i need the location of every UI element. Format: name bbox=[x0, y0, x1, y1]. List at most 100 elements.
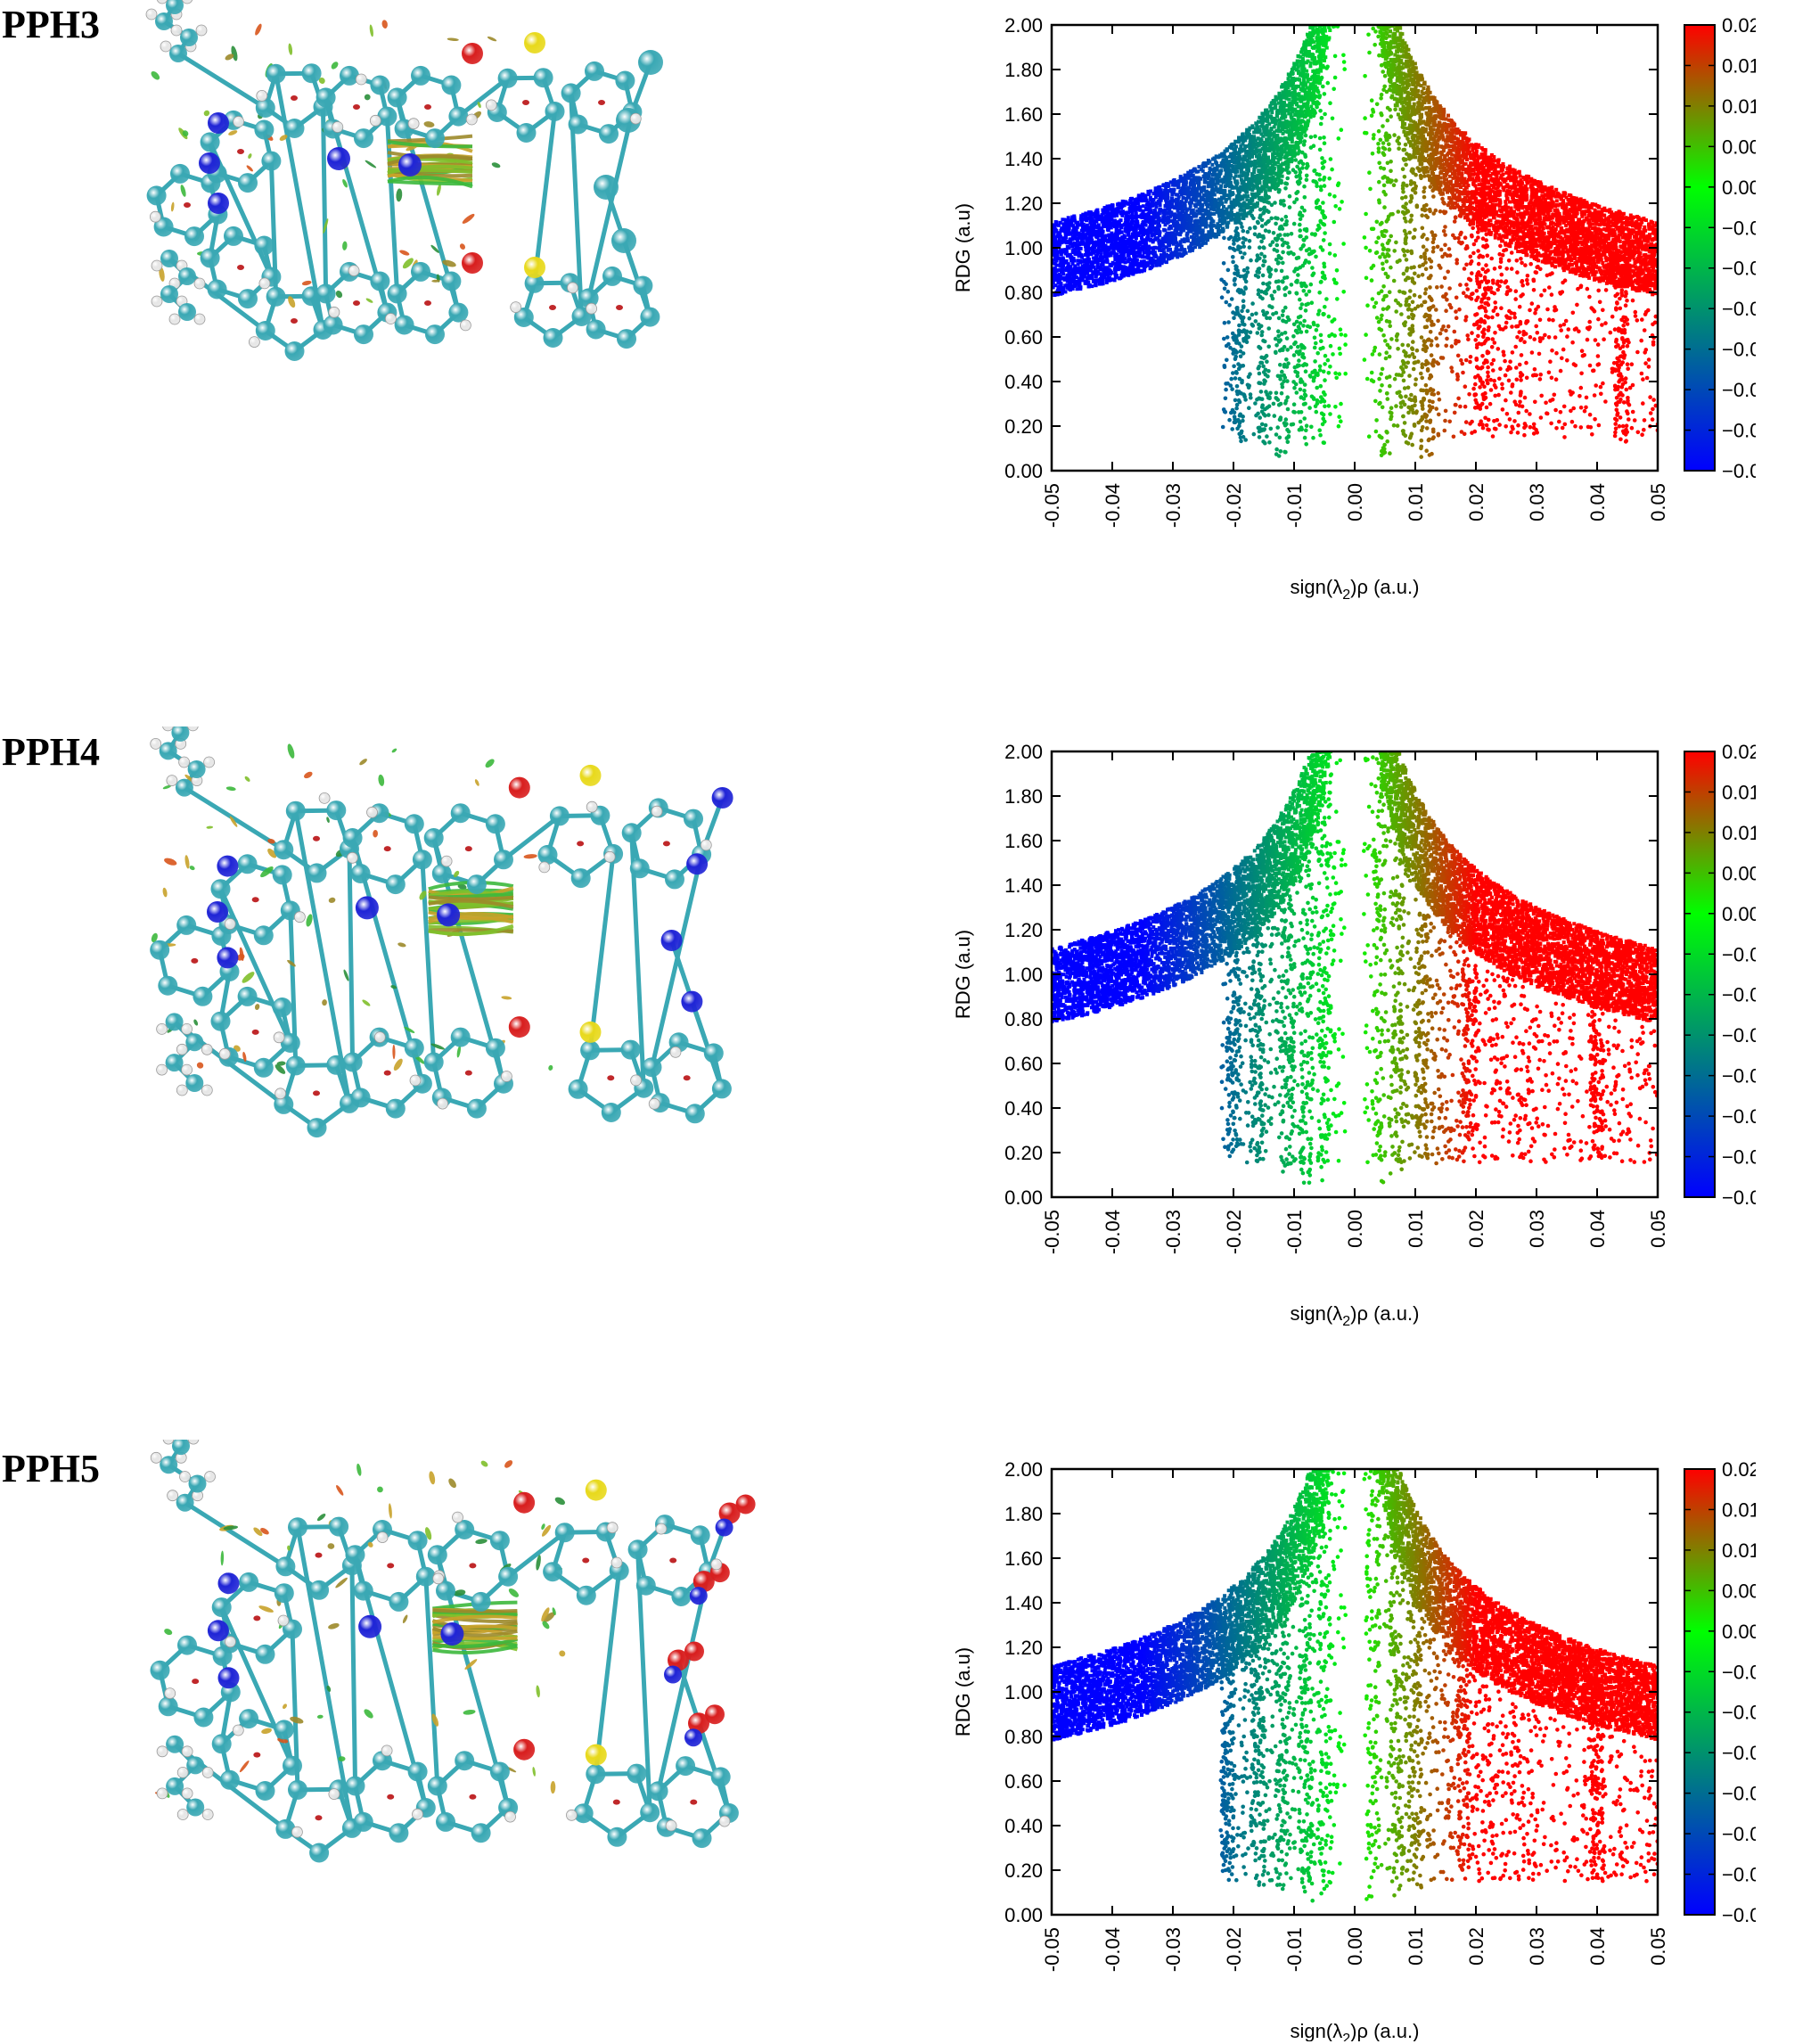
x-tick-label: 0.04 bbox=[1586, 1927, 1609, 1966]
colorbar-tick-label: −0.020 bbox=[1722, 1065, 1756, 1088]
colorbar-tick-label: 0.005 bbox=[1722, 862, 1756, 884]
x-tick-label: 0.04 bbox=[1586, 483, 1609, 521]
colorbar bbox=[1684, 24, 1716, 472]
colorbar-tick-label: −0.005 bbox=[1722, 943, 1756, 965]
y-axis-label: RDG (a.u) bbox=[952, 1647, 974, 1736]
x-tick-label: -0.02 bbox=[1223, 1210, 1245, 1254]
colorbar-tick-label: −0.025 bbox=[1722, 1823, 1756, 1845]
y-tick-label: 0.60 bbox=[1004, 1770, 1043, 1793]
x-axis-label: sign(λ2)ρ (a.u.) bbox=[1291, 2020, 1420, 2041]
y-tick-label: 0.00 bbox=[1004, 1904, 1043, 1926]
y-axis-label: RDG (a.u) bbox=[952, 930, 974, 1019]
nci-isosurfaces bbox=[154, 1460, 698, 1821]
x-tick-label: 0.05 bbox=[1647, 1210, 1669, 1248]
colorbar-tick-label: −0.015 bbox=[1722, 298, 1756, 320]
atoms bbox=[150, 1440, 756, 1863]
x-tick-label: -0.04 bbox=[1102, 1210, 1124, 1254]
atoms bbox=[145, 0, 663, 361]
y-tick-label: 2.00 bbox=[1004, 14, 1043, 37]
colorbar-tick-label: −0.020 bbox=[1722, 1783, 1756, 1805]
colorbar-tick-label: −0.030 bbox=[1722, 420, 1756, 442]
y-tick-label: 1.00 bbox=[1004, 1681, 1043, 1703]
panel-label-pph5: PPH5 bbox=[2, 1446, 100, 1491]
molecule-pph3 bbox=[145, 0, 663, 361]
colorbar-tick-label: −0.025 bbox=[1722, 1105, 1756, 1128]
y-tick-label: 1.40 bbox=[1004, 1592, 1043, 1614]
data-points bbox=[1052, 1469, 1658, 1903]
y-tick-label: 1.40 bbox=[1004, 874, 1043, 897]
x-axis-label: sign(λ2)ρ (a.u.) bbox=[1291, 1302, 1420, 1329]
x-tick-label: -0.03 bbox=[1162, 1927, 1184, 1972]
data-points bbox=[1052, 25, 1658, 459]
x-tick-label: 0.01 bbox=[1405, 1210, 1427, 1248]
x-tick-label: 0.02 bbox=[1465, 1927, 1487, 1966]
data-points bbox=[1052, 751, 1658, 1186]
colorbar-tick-label: 0.005 bbox=[1722, 135, 1756, 158]
y-tick-label: 0.20 bbox=[1004, 1142, 1043, 1164]
panel-label-pph4: PPH4 bbox=[2, 729, 100, 775]
colorbar-tick-label: −0.015 bbox=[1722, 1742, 1756, 1764]
x-tick-label: -0.05 bbox=[1041, 1210, 1063, 1254]
y-tick-label: 0.60 bbox=[1004, 1053, 1043, 1075]
y-tick-label: 0.00 bbox=[1004, 460, 1043, 482]
colorbar-tick-label: −0.015 bbox=[1722, 1024, 1756, 1047]
x-tick-label: -0.01 bbox=[1283, 483, 1306, 528]
colorbar-tick-label: 0.010 bbox=[1722, 1539, 1756, 1562]
y-tick-label: 1.80 bbox=[1004, 1503, 1043, 1525]
y-tick-label: 2.00 bbox=[1004, 741, 1043, 763]
colorbar-tick-label: 0.010 bbox=[1722, 95, 1756, 118]
y-tick-label: 1.40 bbox=[1004, 148, 1043, 170]
colorbar-tick-label: 0.015 bbox=[1722, 781, 1756, 803]
colorbar bbox=[1684, 1468, 1716, 1916]
y-tick-label: 0.80 bbox=[1004, 1726, 1043, 1748]
y-tick-label: 1.80 bbox=[1004, 59, 1043, 81]
x-tick-label: -0.02 bbox=[1223, 1927, 1245, 1972]
x-tick-label: 0.05 bbox=[1647, 483, 1669, 521]
colorbar-tick-label: −0.010 bbox=[1722, 1702, 1756, 1724]
x-tick-label: 0.02 bbox=[1465, 1210, 1487, 1248]
y-tick-label: 0.80 bbox=[1004, 1008, 1043, 1030]
y-tick-label: 0.60 bbox=[1004, 326, 1043, 349]
x-tick-label: 0.00 bbox=[1344, 483, 1366, 521]
x-tick-label: 0.04 bbox=[1586, 1210, 1609, 1248]
colorbar-tick-label: 0.005 bbox=[1722, 1580, 1756, 1602]
y-tick-label: 1.00 bbox=[1004, 964, 1043, 986]
y-tick-label: 1.80 bbox=[1004, 785, 1043, 808]
colorbar-tick-label: 0.020 bbox=[1722, 741, 1756, 763]
colorbar-tick-label: 0.015 bbox=[1722, 54, 1756, 77]
y-tick-label: 1.60 bbox=[1004, 103, 1043, 126]
colorbar-tick-label: −0.035 bbox=[1722, 460, 1756, 482]
y-tick-label: 1.20 bbox=[1004, 919, 1043, 941]
x-axis-label: sign(λ2)ρ (a.u.) bbox=[1291, 576, 1420, 603]
x-tick-label: -0.04 bbox=[1102, 483, 1124, 528]
colorbar-tick-label: 0.020 bbox=[1722, 14, 1756, 37]
x-tick-label: 0.05 bbox=[1647, 1927, 1669, 1966]
colorbar-tick-label: −0.025 bbox=[1722, 379, 1756, 401]
y-tick-label: 2.00 bbox=[1004, 1458, 1043, 1481]
colorbar-tick-label: 0.000 bbox=[1722, 903, 1756, 925]
nci-isosurfaces bbox=[151, 743, 691, 1096]
colorbar-tick-label: 0.000 bbox=[1722, 1621, 1756, 1643]
atoms bbox=[150, 726, 733, 1138]
x-tick-label: 0.03 bbox=[1526, 483, 1548, 521]
x-tick-label: -0.02 bbox=[1223, 483, 1245, 528]
x-tick-label: -0.03 bbox=[1162, 483, 1184, 528]
y-tick-label: 0.20 bbox=[1004, 415, 1043, 438]
colorbar-tick-label: 0.020 bbox=[1722, 1458, 1756, 1481]
y-tick-label: 1.20 bbox=[1004, 1637, 1043, 1659]
colorbar-tick-label: −0.005 bbox=[1722, 1661, 1756, 1683]
colorbar-tick-label: 0.010 bbox=[1722, 822, 1756, 844]
y-axis-label: RDG (a.u) bbox=[952, 203, 974, 292]
x-tick-label: 0.00 bbox=[1344, 1927, 1366, 1966]
x-tick-label: -0.01 bbox=[1283, 1927, 1306, 1972]
molecule-pph5 bbox=[150, 1440, 756, 1863]
x-tick-label: -0.01 bbox=[1283, 1210, 1306, 1254]
colorbar-tick-label: −0.005 bbox=[1722, 217, 1756, 239]
rdg-scatter-pph5: 0.00 0.20 0.40 0.60 0.80 1.00 1.20 1.40 1.60 1.80… bbox=[952, 1458, 1756, 2041]
colorbar bbox=[1684, 751, 1716, 1198]
y-tick-label: 0.40 bbox=[1004, 1097, 1043, 1120]
colorbar-tick-label: −0.030 bbox=[1722, 1864, 1756, 1886]
colorbar-tick-label: −0.035 bbox=[1722, 1904, 1756, 1926]
rdg-scatter-pph4: 0.00 0.20 0.40 0.60 0.80 1.00 1.20 1.40 1.60 1.80… bbox=[952, 741, 1756, 1329]
y-tick-label: 0.00 bbox=[1004, 1186, 1043, 1209]
